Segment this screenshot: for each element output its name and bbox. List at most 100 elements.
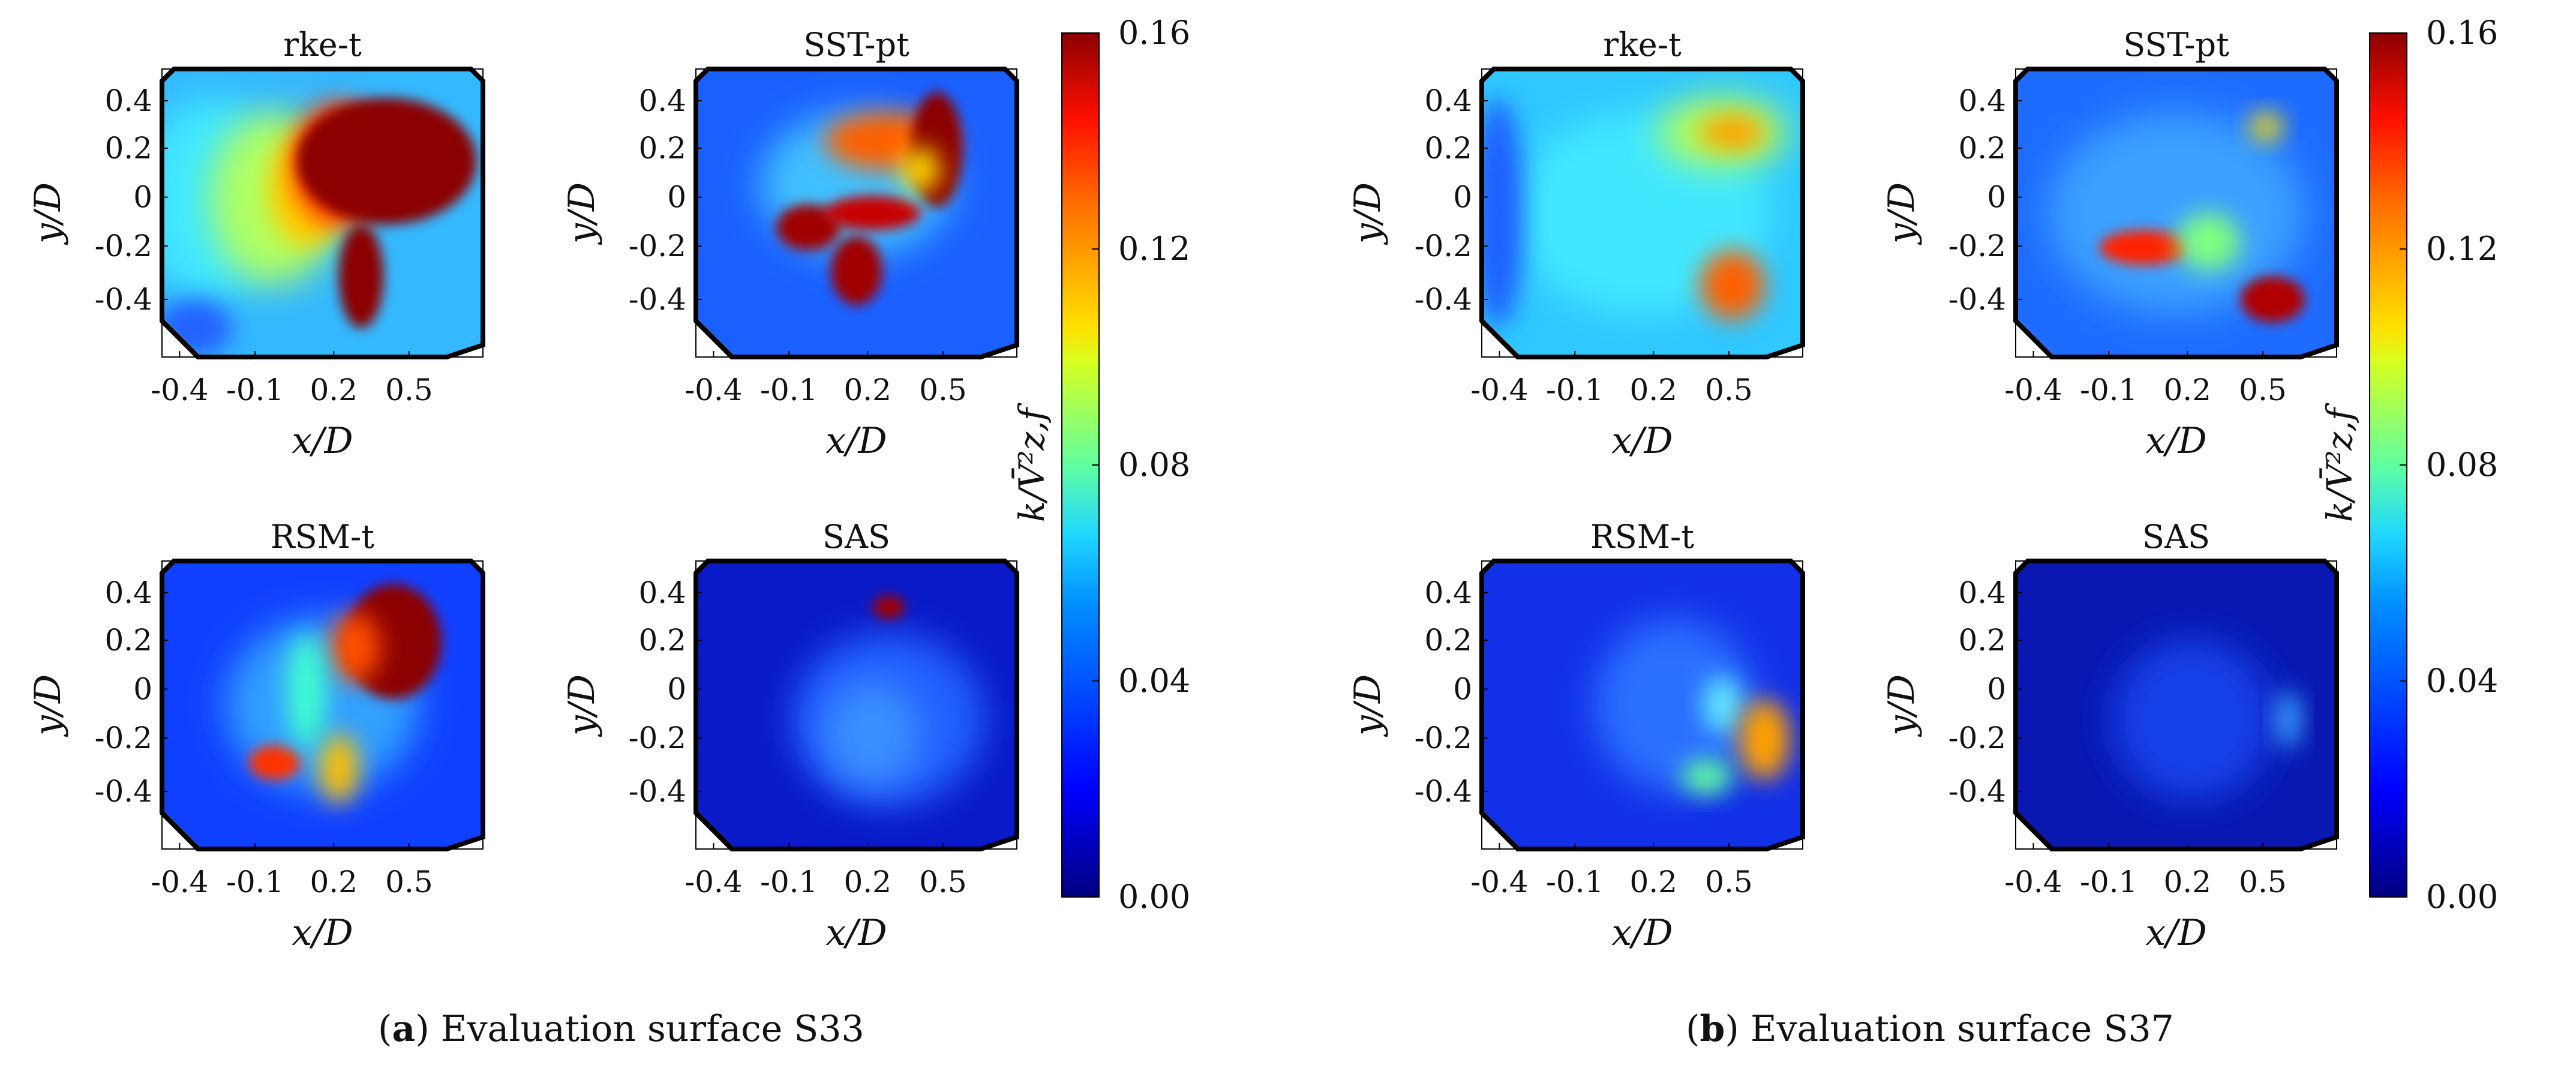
colorbar-gradient: [1061, 32, 1100, 898]
y-tick-label: -0.4: [629, 774, 686, 809]
y-tick-label: 0.2: [1424, 623, 1472, 658]
y-tick-label: -0.2: [1948, 721, 2006, 755]
x-tick-label: 0.5: [1705, 865, 1753, 899]
x-tick-label: 0.2: [2163, 865, 2211, 899]
y-tick-label: 0: [133, 180, 152, 215]
y-tick-label: 0.2: [104, 623, 152, 658]
y-tick-label: 0: [1987, 180, 2006, 215]
y-tick-label: 0.2: [1424, 131, 1472, 166]
y-tick-label: 0.4: [1424, 83, 1472, 118]
x-tick-label: -0.1: [1546, 865, 1604, 899]
contour-blob: [830, 236, 882, 305]
contour-field: [2016, 69, 2337, 357]
contour-blob: [1680, 760, 1733, 794]
x-tick-label: 0.5: [919, 865, 967, 899]
x-axis-label: x/D: [1611, 912, 1673, 954]
y-tick-label: 0.2: [1958, 623, 2006, 658]
subplot-title: SST-pt: [2123, 26, 2229, 64]
x-axis-label: x/D: [292, 420, 353, 462]
x-tick-label: 0.5: [385, 373, 433, 407]
x-tick-label: -0.4: [1470, 373, 1528, 407]
y-tick-label: 0.2: [1958, 131, 2006, 166]
colorbar-tick-label: 0.04: [1118, 662, 1190, 700]
axes-frame: [161, 560, 484, 850]
axes-frame: [1481, 560, 1803, 850]
contour-blob: [2099, 230, 2189, 265]
x-axis-label: x/D: [2145, 420, 2206, 462]
colorbar-tick-label: 0.16: [1118, 14, 1190, 52]
colorbar-label: k/V̄²z,f: [2319, 402, 2360, 522]
y-tick-label: -0.2: [1415, 721, 1472, 755]
x-tick-label: 0.5: [919, 373, 967, 407]
contour-blob: [824, 682, 921, 786]
axes-frame: [695, 68, 1017, 358]
y-axis-label: y/D: [27, 674, 69, 737]
contour-field: [162, 69, 483, 357]
contour-blob: [1700, 250, 1764, 320]
contour-blob: [2250, 112, 2283, 141]
x-axis-label: x/D: [2145, 912, 2206, 954]
panels-layer: rke-t 0.4 0.2 0 -0.2 -0.4 -0.4 -0.1 0.2 0.5 x/D y/D…: [27, 26, 2339, 954]
colorbars-layer: 0.16 0.12 0.08 0.04 0.00 k/V̄²z,f 0.16 0.12 0.08…: [1011, 14, 2498, 916]
colorbar-tick-label: 0.16: [2426, 14, 2498, 52]
contour-blob: [1739, 699, 1790, 780]
y-tick-label: -0.4: [95, 282, 152, 317]
y-tick-label: 0.2: [638, 131, 686, 166]
colorbar-b: 0.16 0.12 0.08 0.04 0.00 k/V̄²z,f: [2319, 14, 2498, 916]
x-tick-label: -0.1: [226, 373, 284, 407]
contour-blob: [287, 633, 326, 748]
subplot-b-rke-t: rke-t 0.4 0.2 0 -0.2 -0.4 -0.4 -0.1 0.2 0.5 x/D y/D: [1347, 26, 1805, 462]
subplot-title: SAS: [2142, 518, 2210, 556]
y-tick-label: -0.2: [95, 229, 152, 263]
x-axis-label: x/D: [292, 912, 353, 954]
x-tick-label: 0.2: [310, 373, 358, 407]
colorbar-tick-label: 0.08: [1118, 446, 1190, 484]
colorbar-tick-label: 0.08: [2426, 446, 2498, 484]
y-tick-label: -0.4: [1415, 282, 1472, 317]
x-tick-label: 0.5: [2239, 865, 2287, 899]
contour-blob: [1703, 676, 1742, 734]
x-tick-label: -0.1: [2080, 373, 2137, 407]
contour-blob: [319, 734, 358, 803]
subplot-title: SST-pt: [803, 26, 909, 64]
y-tick-label: 0.4: [1958, 575, 2006, 610]
contour-blob: [2112, 638, 2272, 800]
y-tick-label: -0.2: [95, 721, 152, 755]
axes-frame: [2015, 560, 2337, 850]
y-tick-label: 0: [667, 180, 686, 215]
y-axis-label: y/D: [561, 182, 603, 245]
x-tick-label: 0.2: [1629, 373, 1677, 407]
y-tick-label: 0: [667, 672, 686, 707]
x-tick-label: -0.1: [760, 373, 818, 407]
x-tick-label: -0.1: [760, 865, 818, 899]
y-axis-label: y/D: [1347, 182, 1389, 245]
y-tick-label: -0.2: [1948, 229, 2006, 263]
y-axis-label: y/D: [561, 674, 603, 737]
contour-blob: [1482, 98, 1524, 328]
contour-blob: [2275, 691, 2302, 748]
x-tick-label: -0.1: [226, 865, 284, 899]
colorbar-tick-label: 0.12: [2426, 230, 2498, 268]
x-axis-label: x/D: [825, 912, 887, 954]
y-tick-label: -0.4: [1415, 774, 1472, 809]
y-tick-label: 0.4: [1424, 575, 1472, 610]
y-axis-label: y/D: [27, 182, 69, 245]
y-tick-label: 0: [1987, 672, 2006, 707]
x-tick-label: -0.4: [2004, 373, 2062, 407]
contour-field: [696, 561, 1017, 849]
contour-blob: [824, 196, 921, 230]
contour-blob: [248, 745, 301, 780]
y-tick-label: 0.2: [104, 131, 152, 166]
caption-b: (b) Evaluation surface S37: [1686, 1008, 2174, 1050]
contour-blob: [872, 595, 905, 619]
x-tick-label: -0.1: [1546, 373, 1604, 407]
contour-blob: [338, 224, 384, 328]
colorbar-tick-label: 0.00: [2426, 878, 2498, 916]
contour-field: [1482, 561, 1803, 849]
contour-field: [2016, 561, 2337, 849]
contour-blob: [329, 613, 380, 682]
contour-blob: [901, 146, 940, 193]
y-tick-label: -0.4: [95, 774, 152, 809]
x-tick-label: -0.4: [684, 373, 742, 407]
subplot-a-sas: SAS 0.4 0.2 0 -0.2 -0.4 -0.4 -0.1 0.2 0.5 x/D y/D: [561, 518, 1019, 954]
